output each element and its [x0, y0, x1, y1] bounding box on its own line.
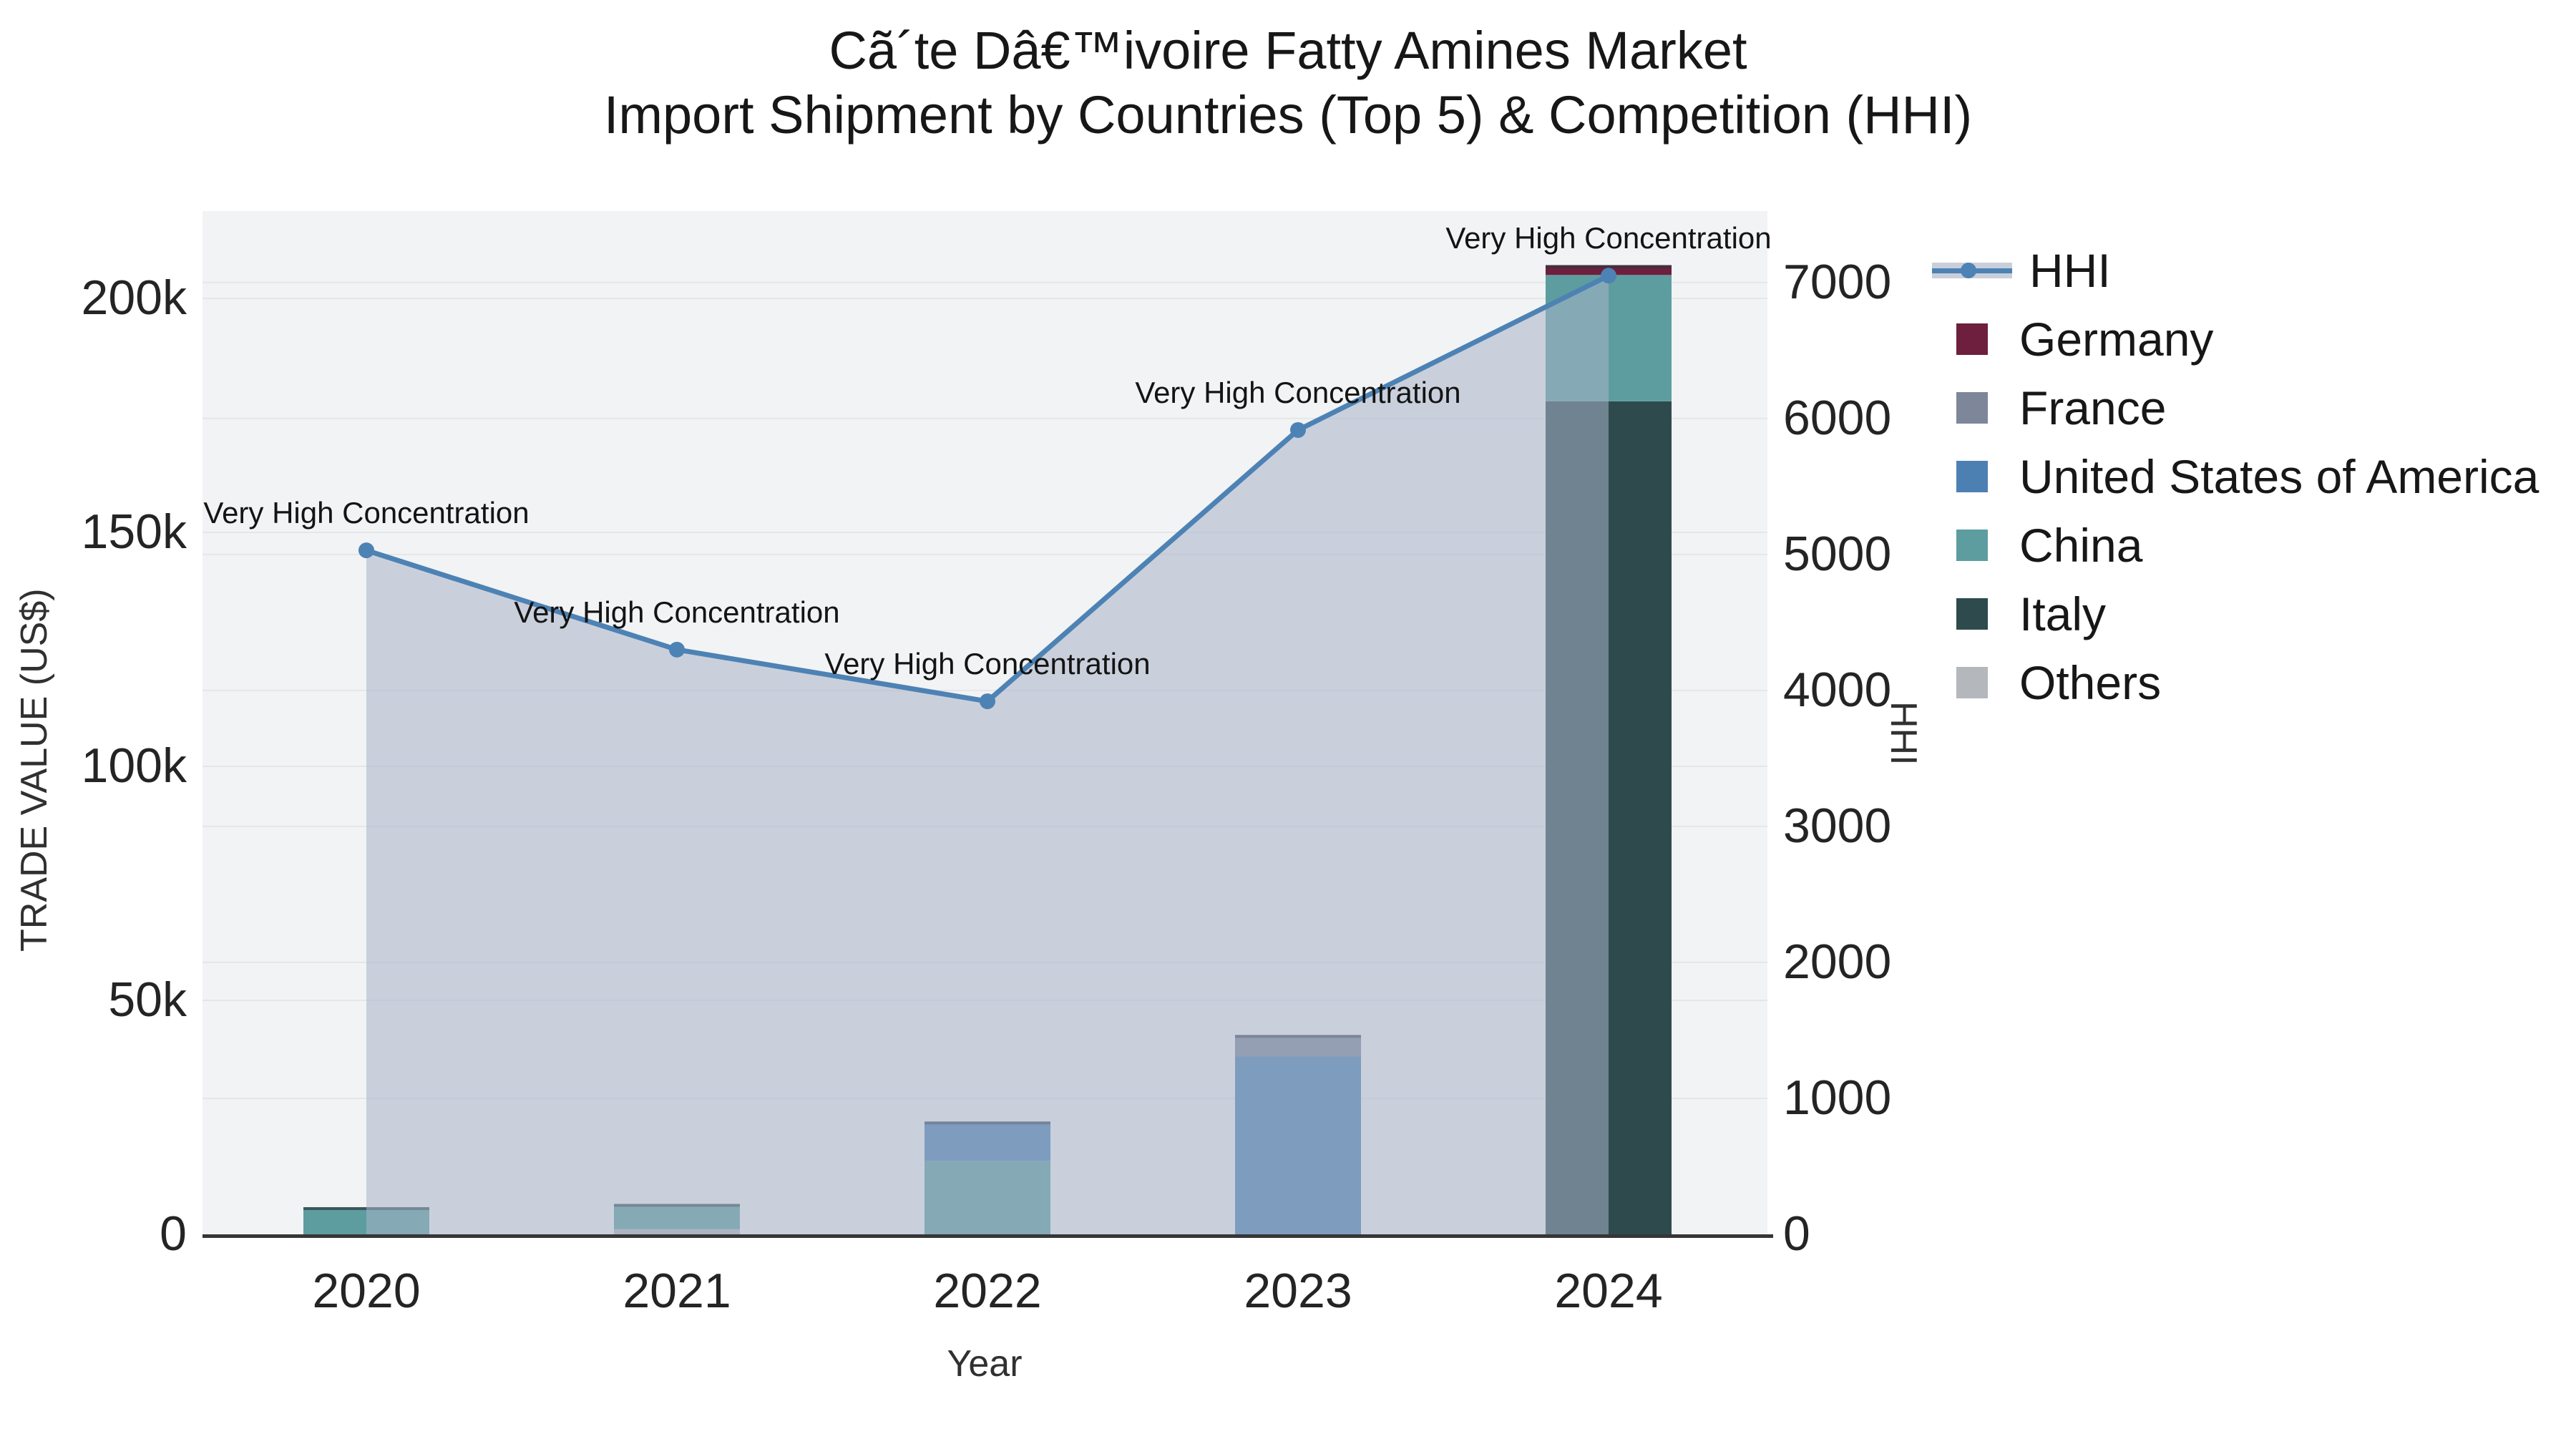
hhi-marker-2021	[669, 641, 685, 658]
legend-swatch-icon	[1956, 598, 1988, 630]
y-left-tick-100k: 100k	[81, 738, 187, 793]
x-axis-line	[203, 1234, 1773, 1238]
y-right-tick-4000: 4000	[1783, 662, 1892, 717]
y-right-tick-2000: 2000	[1783, 934, 1892, 989]
y-left-tick-50k: 50k	[108, 972, 187, 1027]
annotation-2021: Very High Concentration	[514, 595, 840, 629]
y-right-tick-1000: 1000	[1783, 1070, 1892, 1125]
hhi-marker-2024	[1601, 268, 1616, 284]
legend-label: Italy	[2019, 587, 2107, 640]
legend-label: China	[2019, 519, 2143, 572]
y-left-tick-150k: 150k	[81, 504, 187, 559]
chart-title-line-2: Import Shipment by Countries (Top 5) & C…	[603, 85, 1973, 145]
annotation-2023: Very High Concentration	[1135, 375, 1461, 409]
x-tick-2024: 2024	[1554, 1264, 1663, 1318]
y-left-tick-0: 0	[160, 1206, 187, 1261]
legend-item-united-states-of-america[interactable]: United States of America	[1956, 442, 2539, 511]
legend-label: United States of America	[2019, 450, 2540, 503]
legend-item-france[interactable]: France	[1956, 374, 2539, 442]
x-tick-2022: 2022	[933, 1264, 1042, 1318]
annotation-2024: Very High Concentration	[1445, 221, 1772, 255]
legend-label: Others	[2019, 656, 2162, 709]
hhi-marker-2023	[1290, 421, 1306, 438]
y-right-tick-6000: 6000	[1783, 390, 1892, 445]
legend: HHI Germany France United States of America…	[1932, 236, 2539, 717]
annotation-2022: Very High Concentration	[824, 647, 1151, 681]
legend-swatch-icon	[1956, 530, 1988, 561]
x-tick-2020: 2020	[312, 1264, 421, 1318]
y-right-tick-3000: 3000	[1783, 798, 1892, 853]
y-right-tick-5000: 5000	[1783, 526, 1892, 581]
legend-swatch-icon	[1956, 667, 1988, 698]
chart-title-line-1: Cã´te Dâ€™ivoire Fatty Amines Market	[829, 21, 1747, 80]
legend-swatch-icon	[1956, 461, 1988, 492]
legend-item-italy[interactable]: Italy	[1956, 580, 2539, 648]
legend-item-china[interactable]: China	[1956, 511, 2539, 580]
legend-swatch-icon	[1956, 392, 1988, 424]
hhi-marker-2020	[358, 542, 374, 559]
hhi-line-sample-icon	[1932, 261, 2012, 280]
hhi-marker-2022	[980, 693, 995, 710]
x-tick-2023: 2023	[1244, 1264, 1352, 1318]
bar-top-edge-2024	[1546, 265, 1672, 268]
legend-label: HHI	[2029, 244, 2111, 297]
legend-item-germany[interactable]: Germany	[1956, 305, 2539, 374]
legend-label: France	[2019, 381, 2167, 434]
x-axis-title: Year	[947, 1343, 1023, 1385]
annotation-2020: Very High Concentration	[203, 496, 530, 530]
legend-item-hhi[interactable]: HHI	[1932, 236, 2539, 305]
y-axis-left-title: TRADE VALUE (US$)	[14, 588, 55, 952]
legend-label: Germany	[2019, 313, 2214, 366]
y-right-tick-0: 0	[1783, 1206, 1810, 1261]
chart-title: Cã´te Dâ€™ivoire Fatty Amines Market Imp…	[0, 19, 2576, 148]
legend-item-others[interactable]: Others	[1956, 648, 2539, 717]
y-left-tick-200k: 200k	[81, 270, 187, 325]
y-right-tick-7000: 7000	[1783, 254, 1892, 309]
legend-swatch-icon	[1956, 323, 1988, 355]
x-tick-2021: 2021	[623, 1264, 731, 1318]
hhi-area-fill	[366, 275, 1609, 1235]
